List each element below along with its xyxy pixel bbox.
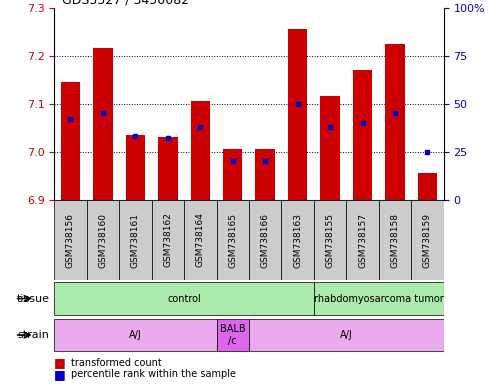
Bar	[54, 319, 216, 351]
Bar	[346, 200, 379, 280]
Bar	[411, 200, 444, 280]
Text: tissue: tissue	[16, 293, 49, 304]
Text: strain: strain	[17, 330, 49, 340]
Bar	[158, 137, 177, 200]
Text: GSM738161: GSM738161	[131, 212, 140, 268]
Bar	[223, 149, 243, 200]
Text: GSM738166: GSM738166	[261, 212, 270, 268]
Bar	[249, 200, 282, 280]
Text: GDS5527 / 3450082: GDS5527 / 3450082	[62, 0, 189, 7]
Text: GSM738159: GSM738159	[423, 212, 432, 268]
Bar	[87, 200, 119, 280]
Bar	[314, 282, 444, 315]
Text: ■: ■	[54, 356, 66, 369]
Text: GSM738156: GSM738156	[66, 212, 75, 268]
Text: ■: ■	[54, 368, 66, 381]
Text: GSM738158: GSM738158	[390, 212, 399, 268]
Bar	[119, 200, 151, 280]
Bar	[126, 135, 145, 200]
Bar	[320, 96, 340, 200]
Text: A/J: A/J	[129, 330, 142, 340]
Text: percentile rank within the sample: percentile rank within the sample	[71, 369, 237, 379]
Bar	[249, 319, 444, 351]
Bar	[255, 149, 275, 200]
Bar	[216, 319, 249, 351]
Text: control: control	[167, 293, 201, 304]
Bar	[54, 282, 314, 315]
Text: GSM738162: GSM738162	[163, 213, 173, 267]
Bar	[93, 48, 112, 200]
Bar	[385, 44, 405, 200]
Text: GSM738157: GSM738157	[358, 212, 367, 268]
Text: GSM738165: GSM738165	[228, 212, 237, 268]
Text: GSM738160: GSM738160	[99, 212, 107, 268]
Text: GSM738164: GSM738164	[196, 213, 205, 267]
Bar	[61, 82, 80, 200]
Bar	[54, 200, 87, 280]
Bar	[184, 200, 216, 280]
Text: GSM738155: GSM738155	[325, 212, 335, 268]
Bar	[190, 101, 210, 200]
Bar	[151, 200, 184, 280]
Bar	[282, 200, 314, 280]
Text: A/J: A/J	[340, 330, 352, 340]
Text: transformed count: transformed count	[71, 358, 162, 368]
Bar	[314, 200, 346, 280]
Bar	[418, 173, 437, 200]
Text: rhabdomyosarcoma tumor: rhabdomyosarcoma tumor	[314, 293, 444, 304]
Bar	[216, 200, 249, 280]
Bar	[288, 29, 307, 200]
Bar	[379, 200, 411, 280]
Bar	[353, 70, 372, 200]
Text: BALB
/c: BALB /c	[220, 324, 246, 346]
Text: GSM738163: GSM738163	[293, 212, 302, 268]
